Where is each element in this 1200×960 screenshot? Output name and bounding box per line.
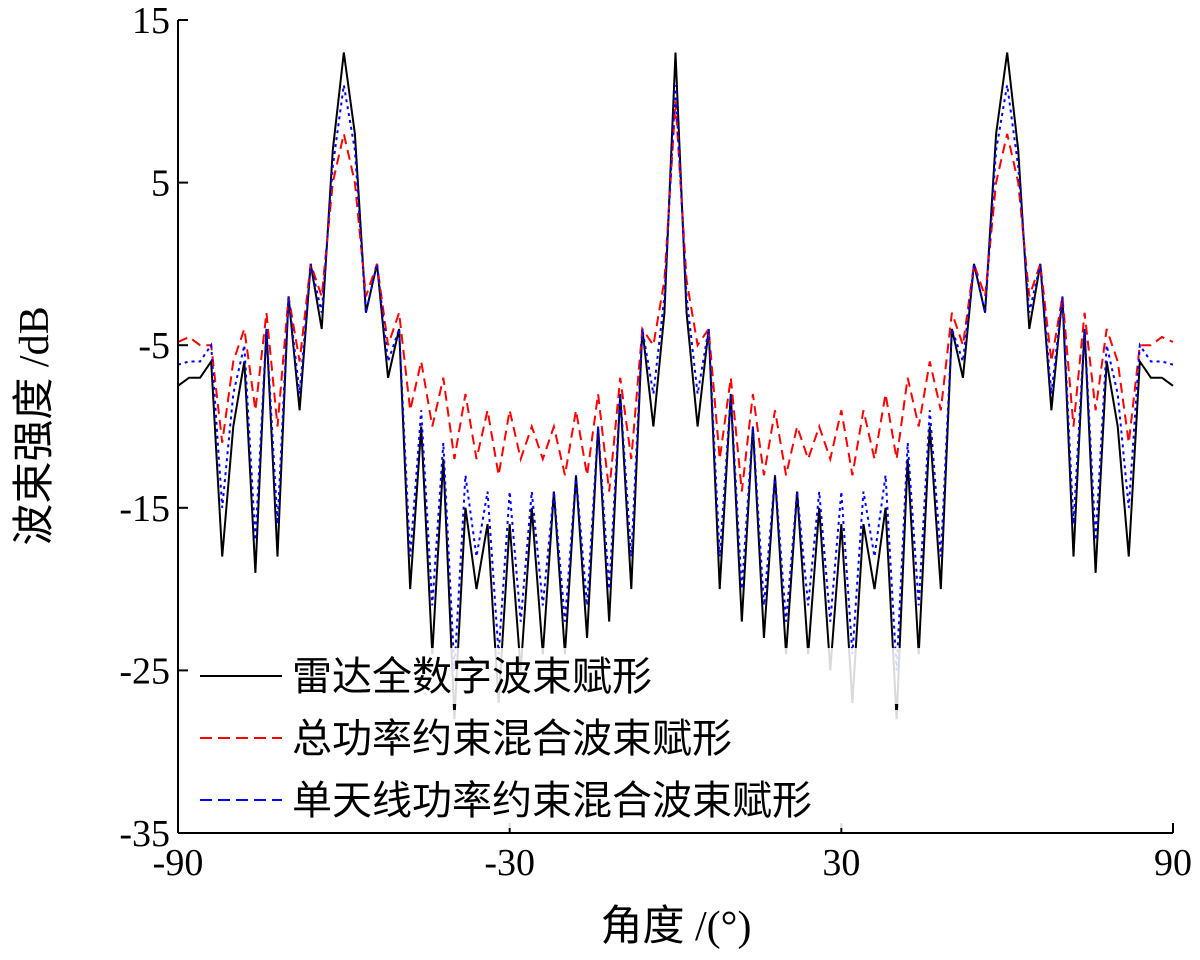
y-tick-label: -15 — [119, 488, 170, 530]
y-tick-label: 15 — [132, 0, 170, 42]
y-tick-label: -25 — [119, 650, 170, 692]
legend-background — [192, 772, 1022, 828]
legend-label: 单天线功率约束混合波束赋形 — [292, 778, 812, 824]
x-tick-label: 90 — [1154, 842, 1192, 884]
legend-label: 总功率约束混合波束赋形 — [292, 716, 732, 762]
x-tick-label: 30 — [822, 842, 860, 884]
y-tick-label: 5 — [151, 163, 170, 205]
x-tick-label: -90 — [153, 842, 204, 884]
series-line — [177, 52, 1174, 720]
legend-background — [192, 648, 1022, 704]
x-axis-label: 角度 /(°) — [601, 904, 752, 950]
legend-label: 雷达全数字波束赋形 — [292, 654, 652, 700]
x-tick-label: -30 — [484, 842, 535, 884]
series-line — [177, 101, 1174, 492]
y-tick-label: -5 — [138, 325, 170, 367]
y-tick-label: -35 — [119, 813, 170, 855]
series-line — [177, 84, 1174, 671]
legend-background — [192, 710, 1022, 766]
y-axis-label: 波束强度 /dB — [12, 306, 58, 545]
